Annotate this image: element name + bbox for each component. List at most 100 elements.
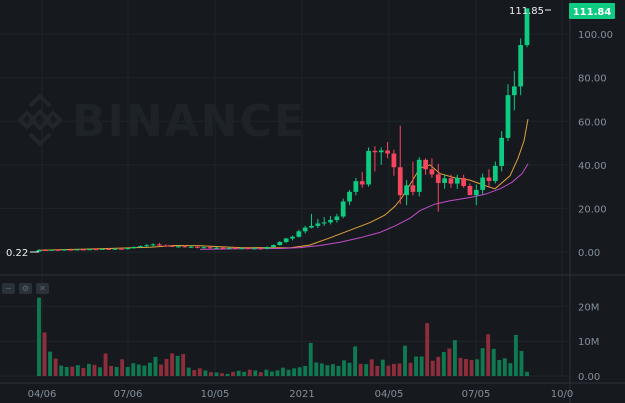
- candle: [290, 235, 295, 241]
- price-tick-label: 80.00: [578, 74, 607, 85]
- candle: [391, 149, 397, 176]
- candle: [334, 213, 340, 223]
- volume-bar: [192, 370, 197, 376]
- volume-bar: [391, 363, 396, 376]
- candle-body: [138, 246, 143, 248]
- settings-icon[interactable]: ⚙: [19, 283, 32, 294]
- candle-body: [277, 241, 283, 246]
- volume-bar: [269, 371, 274, 376]
- candle: [271, 244, 276, 248]
- candle-body: [359, 181, 365, 185]
- volume-bar: [281, 367, 285, 376]
- candle-body: [334, 216, 340, 220]
- volume-bar: [519, 350, 524, 376]
- volume-bar: [475, 359, 480, 376]
- candle-body: [150, 244, 156, 246]
- volume-bar: [447, 348, 452, 376]
- candle-body: [283, 238, 289, 242]
- candle-body: [378, 150, 384, 153]
- minus-icon[interactable]: −: [2, 283, 15, 294]
- candle-body: [328, 219, 333, 223]
- candle: [144, 244, 150, 247]
- volume-bar: [430, 360, 435, 376]
- volume-bar: [120, 359, 125, 376]
- candle-body: [518, 45, 524, 87]
- volume-bar: [181, 354, 186, 376]
- close-icon[interactable]: ✕: [36, 283, 49, 294]
- candle-body: [80, 249, 86, 251]
- candle: [505, 84, 511, 141]
- time-tick-label: 07/06: [114, 389, 143, 400]
- binance-logo-icon: [17, 93, 63, 147]
- candlestick-series: [36, 8, 530, 252]
- volume-bar: [147, 362, 152, 376]
- candle: [429, 158, 435, 178]
- candle: [473, 184, 479, 206]
- price-tick-label: 60.00: [578, 117, 607, 128]
- candle: [125, 247, 131, 250]
- candle-body: [397, 167, 403, 196]
- candle: [226, 247, 232, 250]
- candle: [321, 217, 327, 226]
- volume-axis: 0.00 10M 20M: [578, 302, 600, 383]
- candle: [309, 213, 314, 229]
- candle-body: [391, 153, 397, 168]
- volume-tick-label: 20M: [578, 302, 599, 313]
- volume-bar: [225, 373, 230, 376]
- time-axis: 04/06 07/06 10/05 2021 04/05 07/05 10/0: [28, 389, 574, 400]
- volume-bar: [441, 352, 446, 376]
- volume-bar: [308, 342, 313, 376]
- candle: [353, 177, 359, 196]
- volume-bar: [114, 366, 119, 376]
- low-label: 0.22: [6, 248, 28, 259]
- candle-body: [125, 248, 131, 250]
- candle: [404, 180, 409, 206]
- volume-bar: [342, 360, 346, 376]
- volume-bar: [358, 363, 363, 376]
- candle: [61, 248, 67, 251]
- candle-body: [309, 225, 314, 228]
- candle-body: [461, 177, 466, 186]
- candle: [423, 158, 428, 175]
- candle: [467, 183, 473, 196]
- candle-body: [486, 177, 492, 181]
- volume-bar: [109, 365, 114, 376]
- volume-bar: [380, 359, 385, 376]
- volume-toolbar: − ⚙ ✕: [2, 283, 49, 294]
- price-tick-label: 0.00: [578, 248, 600, 259]
- volume-bar: [303, 365, 308, 376]
- candle-body: [258, 248, 264, 250]
- time-tick-label: 2021: [289, 389, 314, 400]
- volume-bar: [37, 297, 41, 376]
- volume-bar: [464, 358, 468, 376]
- candle: [93, 248, 99, 251]
- candle: [195, 246, 200, 249]
- candle-body: [201, 247, 207, 249]
- volume-bar: [297, 367, 302, 376]
- candle-body: [264, 246, 270, 249]
- candle: [36, 249, 42, 252]
- candle-body: [195, 246, 200, 248]
- candle: [245, 246, 251, 250]
- high-label: 111.85: [509, 6, 544, 17]
- volume-bar: [508, 363, 513, 376]
- candle: [499, 131, 505, 172]
- candle: [239, 247, 245, 250]
- candle: [448, 174, 454, 188]
- volume-bar: [369, 359, 374, 376]
- candle-body: [61, 249, 67, 251]
- volume-bar: [103, 353, 108, 376]
- volume-bar: [408, 362, 413, 376]
- volume-bar: [286, 369, 291, 376]
- time-tick-label: 04/05: [375, 389, 404, 400]
- candle: [214, 246, 219, 249]
- candle: [112, 248, 118, 250]
- volume-bar: [175, 355, 180, 376]
- candle-body: [252, 248, 257, 250]
- candle-body: [473, 189, 479, 196]
- high-marker: 111.85: [509, 6, 551, 17]
- volume-bar: [164, 358, 169, 376]
- candle-body: [429, 169, 435, 175]
- volume-bar: [86, 363, 91, 376]
